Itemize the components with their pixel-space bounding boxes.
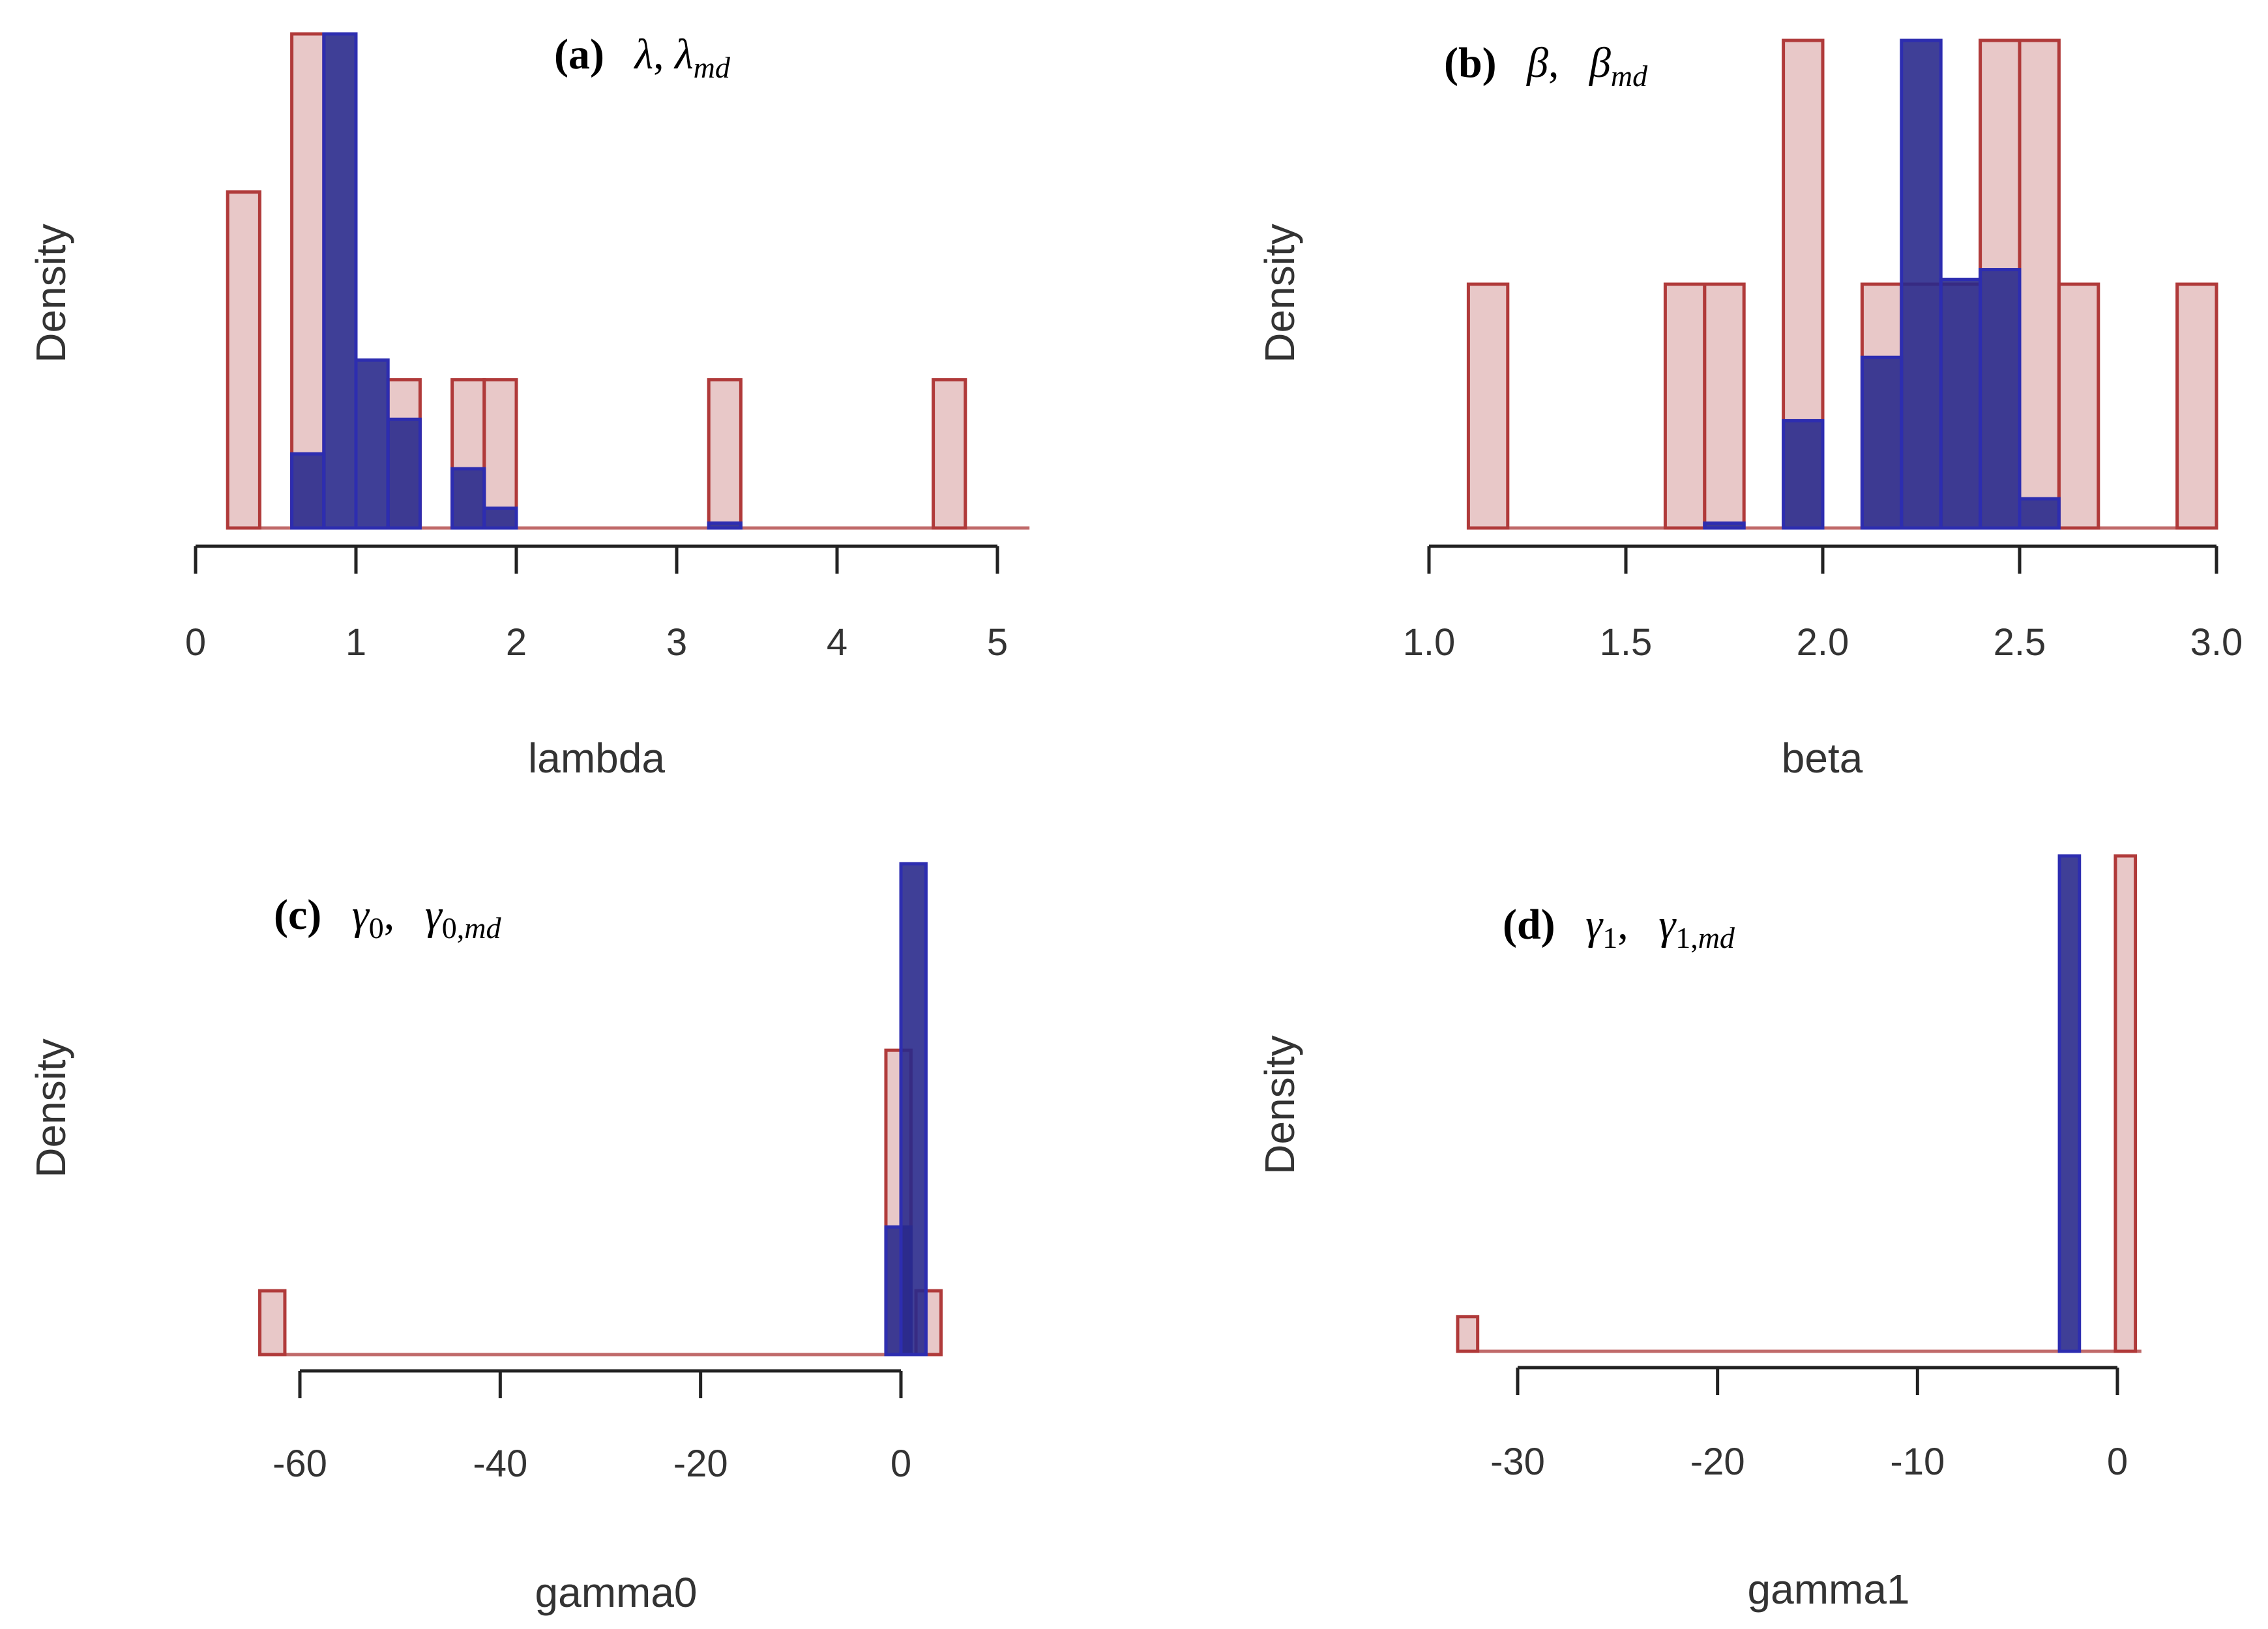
- x-tick-label: -30: [1490, 1441, 1545, 1483]
- x-tick-label: 2.0: [1797, 621, 1849, 664]
- panel-c-ylabel: Density: [27, 1038, 74, 1177]
- prior-bar: [2175, 282, 2218, 530]
- x-tick-label: -40: [473, 1443, 527, 1485]
- x-tick-label: -20: [1690, 1441, 1745, 1483]
- prior-bar: [707, 378, 743, 530]
- panel-a-title: (a) λ, λmd: [554, 31, 731, 84]
- x-tick-label: 0: [891, 1443, 911, 1485]
- x-tick-label: 2.5: [1994, 621, 2046, 664]
- prior-bar: [2113, 854, 2138, 1353]
- x-tick-label: 0: [2107, 1441, 2128, 1483]
- panel-d-xlabel: gamma1: [1748, 1566, 1910, 1613]
- posterior-bar: [450, 467, 486, 530]
- posterior-bar: [2057, 854, 2082, 1353]
- prior-bar: [1703, 282, 1746, 530]
- prior-bar: [226, 190, 261, 530]
- prior-bar: [2057, 282, 2100, 530]
- panel-b-title: (b) β, βmd: [1444, 39, 1648, 93]
- panel-c-xlabel: gamma0: [535, 1569, 698, 1616]
- prior-bar: [1663, 282, 1707, 530]
- panel-b-x-axis: 1.0 1.5 2.0 2.5 3.0: [1403, 544, 2243, 664]
- prior-bar: [1456, 1315, 1480, 1353]
- x-tick-label: 1.5: [1600, 621, 1653, 664]
- posterior-bar: [899, 862, 928, 1357]
- x-tick-label: 1: [346, 621, 366, 664]
- panel-d-bars: [1456, 854, 2142, 1353]
- panel-a: (a) λ, λmd Density 0 1 2 3 4 5 lambda: [27, 31, 1030, 782]
- panel-c-x-axis: -60 -40 -20 0: [272, 1369, 911, 1485]
- prior-bar: [258, 1289, 287, 1357]
- posterior-bar: [290, 452, 326, 530]
- prior-bar: [1466, 282, 1510, 530]
- posterior-bar: [1939, 278, 1982, 530]
- prior-bar: [482, 378, 518, 530]
- posterior-bar: [1900, 38, 1943, 530]
- panel-b-xlabel: beta: [1782, 735, 1863, 782]
- x-tick-label: 5: [987, 621, 1008, 664]
- posterior-bar: [2018, 497, 2061, 530]
- panel-c-title: (c) γ0, γ0,md: [274, 891, 502, 945]
- posterior-bar: [386, 417, 422, 530]
- panel-a-bars: [226, 32, 1030, 530]
- posterior-bar: [1860, 355, 1904, 530]
- x-tick-label: -10: [1890, 1441, 1945, 1483]
- posterior-bar: [1703, 521, 1746, 530]
- panel-a-xlabel: lambda: [528, 735, 665, 782]
- panel-a-ylabel: Density: [27, 224, 74, 362]
- posterior-bar: [1782, 418, 1825, 530]
- x-tick-label: 3: [666, 621, 687, 664]
- panel-c: (c) γ0, γ0,md Density -60 -40 -20 0 gamma0: [27, 862, 943, 1616]
- panel-d-ylabel: Density: [1256, 1035, 1303, 1174]
- panel-c-bars: [258, 862, 943, 1357]
- posterior-bar: [482, 506, 518, 530]
- x-tick-label: 3.0: [2190, 621, 2243, 664]
- prior-bar: [932, 378, 967, 530]
- x-tick-label: 4: [827, 621, 847, 664]
- panel-d-x-axis: -30 -20 -10 0: [1490, 1366, 2128, 1483]
- panel-d: (d) γ1, γ1,md Density -30 -20 -10 0 gamma1: [1256, 854, 2142, 1613]
- x-tick-label: -60: [272, 1443, 327, 1485]
- x-tick-label: -20: [673, 1443, 728, 1485]
- panel-b-ylabel: Density: [1256, 224, 1303, 362]
- x-tick-label: 2: [506, 621, 527, 664]
- posterior-bar: [1979, 268, 2022, 530]
- panel-b-bars: [1466, 38, 2218, 530]
- panel-d-title: (d) γ1, γ1,md: [1503, 901, 1735, 954]
- panel-b: (b) β, βmd Density 1.0 1.5 2.0 2.5 3.0 beta: [1256, 38, 2243, 782]
- posterior-bar: [707, 521, 743, 530]
- x-tick-label: 1.0: [1403, 621, 1456, 664]
- posterior-bar: [354, 358, 390, 530]
- panel-a-x-axis: 0 1 2 3 4 5: [185, 544, 1008, 664]
- posterior-bar: [322, 32, 358, 530]
- prior-bar: [2018, 38, 2061, 530]
- x-tick-label: 0: [185, 621, 206, 664]
